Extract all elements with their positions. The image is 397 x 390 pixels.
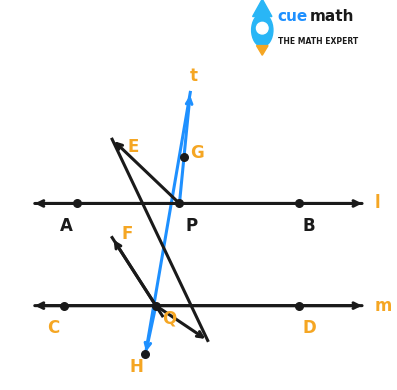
Text: C: C xyxy=(48,319,60,337)
Point xyxy=(142,351,148,358)
Text: math: math xyxy=(310,9,354,24)
Text: cue: cue xyxy=(278,9,308,24)
Point xyxy=(153,303,159,309)
Circle shape xyxy=(256,22,268,34)
Text: THE MATH EXPERT: THE MATH EXPERT xyxy=(278,37,358,46)
Text: l: l xyxy=(374,195,380,213)
Point xyxy=(296,303,302,309)
Polygon shape xyxy=(252,0,272,16)
Text: Q: Q xyxy=(162,310,176,328)
Text: P: P xyxy=(185,217,197,235)
Text: G: G xyxy=(190,144,204,162)
Text: m: m xyxy=(374,297,392,315)
Text: B: B xyxy=(303,217,316,235)
Point xyxy=(61,303,67,309)
Point xyxy=(181,154,187,160)
Point xyxy=(176,200,183,207)
Polygon shape xyxy=(256,46,268,55)
Ellipse shape xyxy=(252,14,273,46)
Text: A: A xyxy=(60,217,73,235)
Text: D: D xyxy=(303,319,317,337)
Point xyxy=(296,200,302,207)
Text: t: t xyxy=(190,67,198,85)
Text: E: E xyxy=(127,138,139,156)
Point xyxy=(73,200,80,207)
Text: F: F xyxy=(122,225,133,243)
Text: H: H xyxy=(129,358,143,376)
